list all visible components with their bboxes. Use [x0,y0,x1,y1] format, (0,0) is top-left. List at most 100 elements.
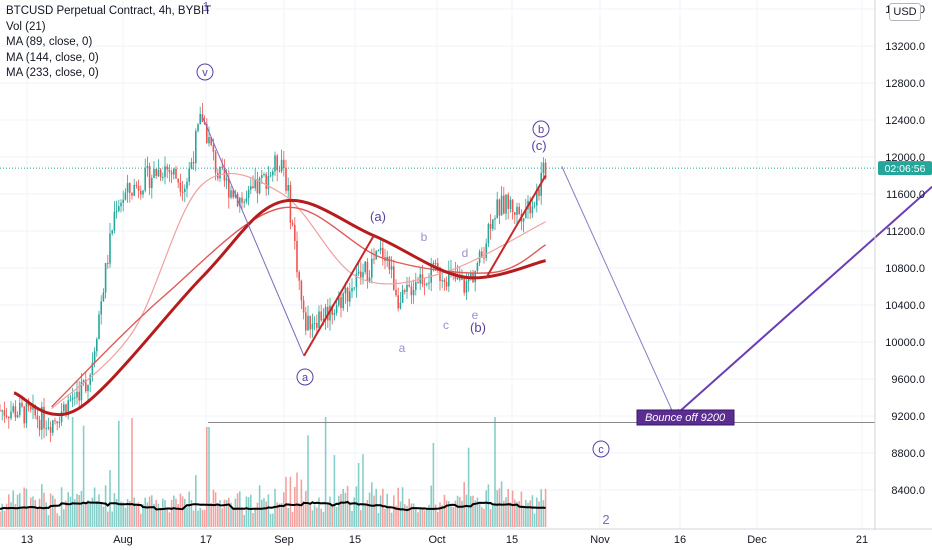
volume-bar [349,503,351,527]
volume-ma-line [0,500,546,512]
candle-body [76,391,78,398]
candle-body [300,280,303,301]
volume-bar [313,505,316,527]
candle-body [364,261,366,273]
volume-bar [87,500,89,527]
volume-bar [489,509,492,527]
wave-label-c-small: c [443,318,449,332]
volume-bar [164,500,166,527]
candle-body [285,168,287,191]
volume-bar [168,512,171,527]
volume-bar [406,505,408,527]
volume-bar [428,504,430,527]
time-tick-label: Dec [747,534,767,546]
candle-body [256,179,259,194]
candle-body [140,190,142,195]
candle-body [155,169,157,177]
candle-body [36,415,39,420]
candle-body [115,210,118,212]
price-tick-label: 9600.0 [891,374,925,386]
volume-bar [353,497,355,527]
candle-body [272,171,274,176]
volume-bar [445,500,448,527]
wave-labels: 1 v a (a) b a c d e (b) b (c) c 2 [196,0,610,527]
candle-body [291,222,294,225]
chart-grid [0,0,875,529]
candle-body [192,162,195,164]
candle-body [232,190,234,198]
candle-body [89,374,91,385]
candle-body [496,199,498,219]
candle-body [109,233,111,264]
volume-bar [71,417,74,527]
volume-bar [214,492,217,527]
volume-bar [320,508,322,527]
volume-bar [153,503,155,527]
candle-body [544,162,547,179]
volume-bar [250,494,252,527]
price-tick-label: 12400.0 [885,115,925,127]
price-tick-label: 9200.0 [891,411,925,423]
candle-body [258,177,261,194]
candle-body [360,271,362,278]
wave-label-d-small: d [462,246,469,260]
candle-body [148,166,151,188]
volume-bar [441,505,443,527]
candle-body [302,300,305,313]
volume-bar [5,503,8,527]
volume-bar [203,509,206,527]
volume-bar [368,492,371,527]
candle-body [434,263,437,265]
candle-body [276,155,278,171]
candle-body [395,289,397,296]
volume-bar [142,504,144,527]
candle-body [404,290,406,292]
volume-bar [305,491,307,527]
candle-body [102,292,105,302]
volume-bar [430,485,432,527]
candle-body [173,168,175,175]
candle-body [10,411,12,419]
currency-button[interactable]: USD [889,3,921,21]
volume-bar [76,493,78,527]
bounce-annotation[interactable]: Bounce off 9200 [636,409,735,426]
volume-bar [272,513,274,527]
candle-body [49,427,52,433]
volume-bar [162,498,164,527]
volume-bar [234,498,237,527]
volume-bar [173,495,175,527]
time-axis[interactable]: 13 Aug 17 Sep 15 Oct 15 Nov 16 Dec 21 [0,528,932,546]
volume-bar [452,507,454,527]
price-tick-label: 13200.0 [885,41,925,53]
candle-body [483,257,485,259]
volume-bar [223,499,226,527]
candle-body [197,124,199,132]
candle-body [111,230,113,234]
candle-body [476,263,479,271]
candle-body [346,287,349,302]
volume-bar [107,511,109,527]
price-tick-label: 8800.0 [891,448,925,460]
volume-bar [298,503,300,527]
volume-bar [404,504,406,527]
candle-body [514,212,516,215]
candlesticks [0,102,547,442]
candle-body [52,420,54,433]
wave-circle-a [296,368,314,386]
candle-body [27,403,30,407]
candle-body [250,186,252,190]
volume-bar [54,498,56,527]
volume-bar [192,510,195,527]
price-tick-label: 12800.0 [885,78,925,90]
price-axis[interactable]: 8400.0 8800.0 9200.0 9600.0 10000.0 10400.0 10… [874,0,925,530]
volume-bar [261,499,263,527]
volume-bar [184,498,186,527]
candle-body [181,191,184,193]
volume-bar [186,507,188,527]
candle-body [120,202,122,207]
candle-body [507,194,509,209]
candle-body [12,406,14,412]
volume-bar [34,499,36,527]
candle-body [487,223,490,244]
